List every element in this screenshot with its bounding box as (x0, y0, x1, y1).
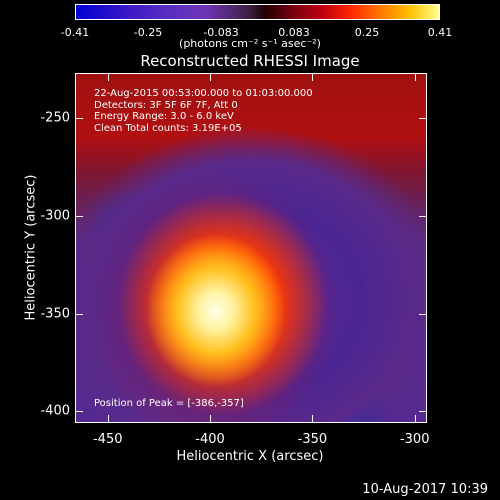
chart-title: Reconstructed RHESSI Image (140, 52, 360, 70)
y-tick-mark (75, 313, 83, 315)
timestamp: 10-Aug-2017 10:39 (362, 482, 488, 497)
x-tick-mark (210, 73, 212, 81)
y-tick-mark (419, 313, 427, 315)
x-tick-mark (107, 415, 109, 423)
annotation-clean: Clean Total counts: 3.19E+05 (94, 122, 242, 134)
annotation-time: 22-Aug-2015 00:53:00.000 to 01:03:00.000 (94, 88, 313, 99)
colorbar-tick-label: 0.41 (427, 26, 453, 39)
y-tick-label: -350 (40, 306, 70, 321)
peak-position: Position of Peak = [-386,-357] (94, 398, 244, 409)
annotation-detectors: Detectors: 3F 5F 6F 7F, Att 0 (94, 99, 238, 111)
y-tick-mark (419, 117, 427, 119)
y-tick-mark (419, 411, 427, 413)
x-tick-label: -300 (399, 432, 430, 447)
x-tick-mark (414, 415, 416, 423)
y-tick-mark (75, 117, 83, 119)
y-tick-label: -250 (40, 110, 70, 126)
colorbar-tick-label: -0.41 (60, 26, 90, 39)
x-tick-label: -450 (92, 432, 123, 447)
colorbar-tick-label: 0.083 (278, 26, 310, 39)
x-axis-title: Heliocentric X (arcsec) (176, 449, 324, 464)
x-tick-label: -400 (195, 432, 225, 447)
annotation-energy: Energy Range: 3.0 - 6.0 keV (94, 111, 234, 122)
x-tick-mark (312, 415, 314, 423)
x-tick-mark (312, 73, 314, 81)
y-tick-label: -400 (40, 403, 70, 419)
heatmap-image: 22-Aug-2015 00:53:00.000 to 01:03:00.000… (75, 73, 427, 423)
x-tick-mark (414, 73, 416, 81)
y-tick-mark (75, 215, 83, 217)
x-tick-mark (210, 415, 212, 423)
colorbar-tick-label: 0.25 (354, 26, 380, 39)
colorbar-tick-label: -0.083 (203, 26, 239, 39)
x-tick-label: -350 (297, 432, 328, 447)
y-tick-mark (419, 215, 427, 217)
x-tick-mark (107, 73, 109, 81)
y-tick-mark (75, 411, 83, 413)
colorbar-units: (photons cm⁻² s⁻¹ asec⁻²) (179, 37, 321, 50)
colorbar (75, 4, 440, 20)
y-tick-label: -300 (40, 208, 70, 224)
y-axis-title: Heliocentric Y (arcsec) (23, 174, 39, 321)
colorbar-tick-label: -0.25 (133, 26, 163, 39)
